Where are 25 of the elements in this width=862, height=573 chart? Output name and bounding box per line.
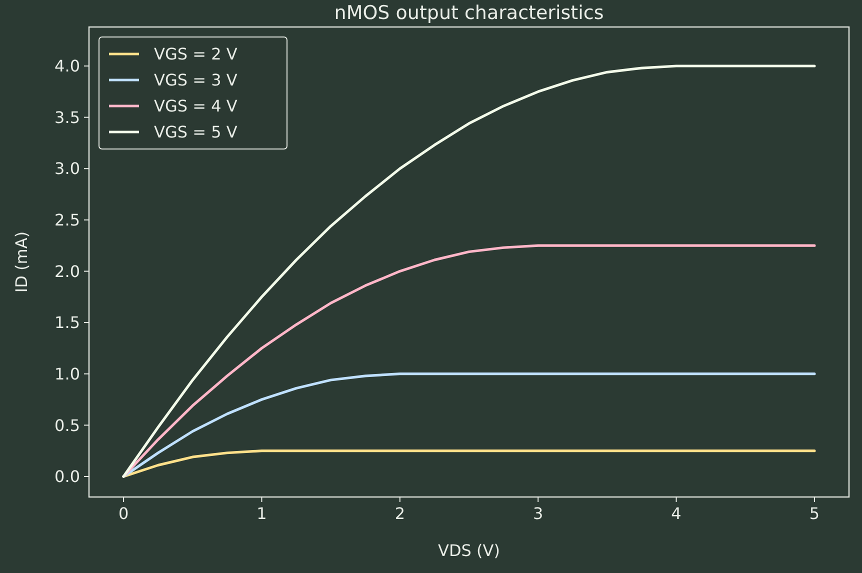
x-tick-label: 0 bbox=[118, 504, 129, 523]
legend-label: VGS = 4 V bbox=[154, 96, 238, 116]
y-axis-title: ID (mA) bbox=[12, 231, 31, 293]
y-tick-label: 1.5 bbox=[54, 313, 80, 332]
line-series bbox=[122, 64, 816, 478]
y-tick-label: 2.5 bbox=[54, 210, 80, 230]
x-tick-label: 2 bbox=[394, 504, 406, 523]
y-tick-label: 3.0 bbox=[54, 159, 80, 178]
legend-label: VGS = 2 V bbox=[154, 44, 238, 64]
y-tick-label: 3.5 bbox=[54, 108, 80, 127]
line-series bbox=[122, 372, 816, 478]
x-tick-label: 1 bbox=[256, 504, 267, 523]
line-series bbox=[122, 450, 816, 478]
y-tick-label: 0.0 bbox=[54, 467, 80, 486]
x-tick-label: 3 bbox=[532, 504, 544, 523]
x-tick-label: 5 bbox=[809, 504, 820, 523]
y-tick-label: 2.0 bbox=[54, 262, 80, 281]
legend-label: VGS = 3 V bbox=[154, 70, 238, 90]
x-tick-label: 4 bbox=[671, 504, 682, 523]
y-tick-label: 1.0 bbox=[54, 364, 80, 384]
chart-title: nMOS output characteristics bbox=[334, 2, 604, 24]
legend-label: VGS = 5 V bbox=[154, 122, 238, 142]
y-tick-label: 4.0 bbox=[54, 56, 80, 76]
y-tick-label: 0.5 bbox=[54, 416, 80, 435]
x-axis-title: VDS (V) bbox=[438, 541, 500, 560]
